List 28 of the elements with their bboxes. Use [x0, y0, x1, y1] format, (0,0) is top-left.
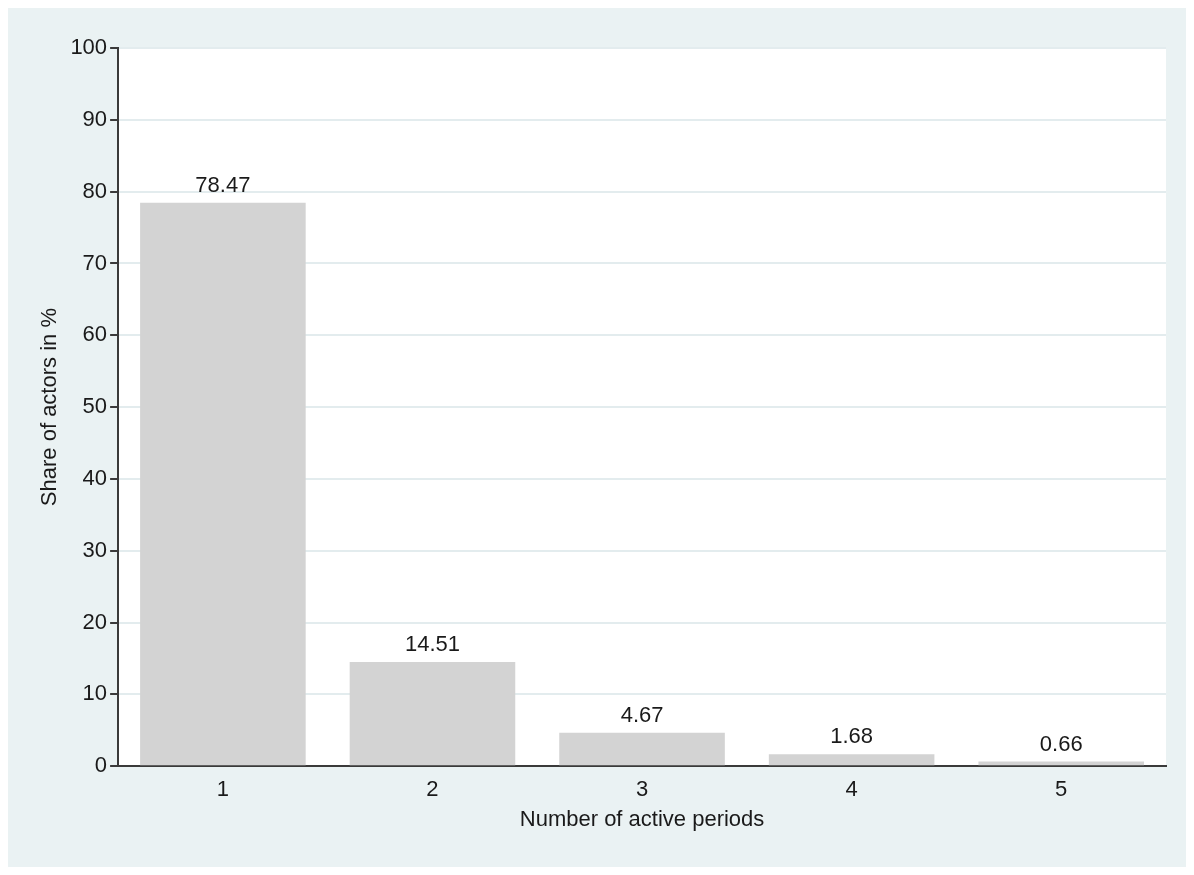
data-label: 0.66: [1039, 730, 1083, 756]
data-label: 4.67: [620, 701, 664, 727]
bar: [978, 761, 1144, 766]
y-tick-label: 30: [82, 536, 108, 562]
x-tick-label: 1: [216, 776, 230, 802]
bar: [559, 732, 725, 766]
bar: [140, 202, 306, 766]
y-tick-label: 20: [82, 608, 108, 634]
data-label: 78.47: [195, 171, 251, 197]
data-label: 14.51: [404, 631, 461, 657]
y-tick-label: 70: [82, 249, 108, 275]
y-axis-title: Share of actors in %: [36, 308, 62, 507]
y-tick-label: 80: [82, 177, 108, 203]
y-tick-label: 0: [94, 752, 108, 778]
x-tick-label: 4: [845, 776, 858, 802]
x-tick-label: 5: [1055, 776, 1068, 802]
y-tick-label: 10: [82, 680, 108, 706]
x-axis-title: Number of active periods: [519, 805, 765, 831]
y-tick-label: 90: [82, 105, 108, 131]
data-label: 1.68: [830, 723, 874, 749]
y-tick-label: 100: [70, 34, 108, 60]
x-tick-label: 3: [635, 776, 649, 802]
y-tick-label: 50: [82, 393, 108, 419]
x-tick-label: 2: [426, 776, 439, 802]
y-tick-label: 40: [82, 464, 108, 490]
y-tick-label: 60: [82, 321, 108, 347]
bar: [768, 754, 935, 766]
bar: [349, 661, 516, 766]
